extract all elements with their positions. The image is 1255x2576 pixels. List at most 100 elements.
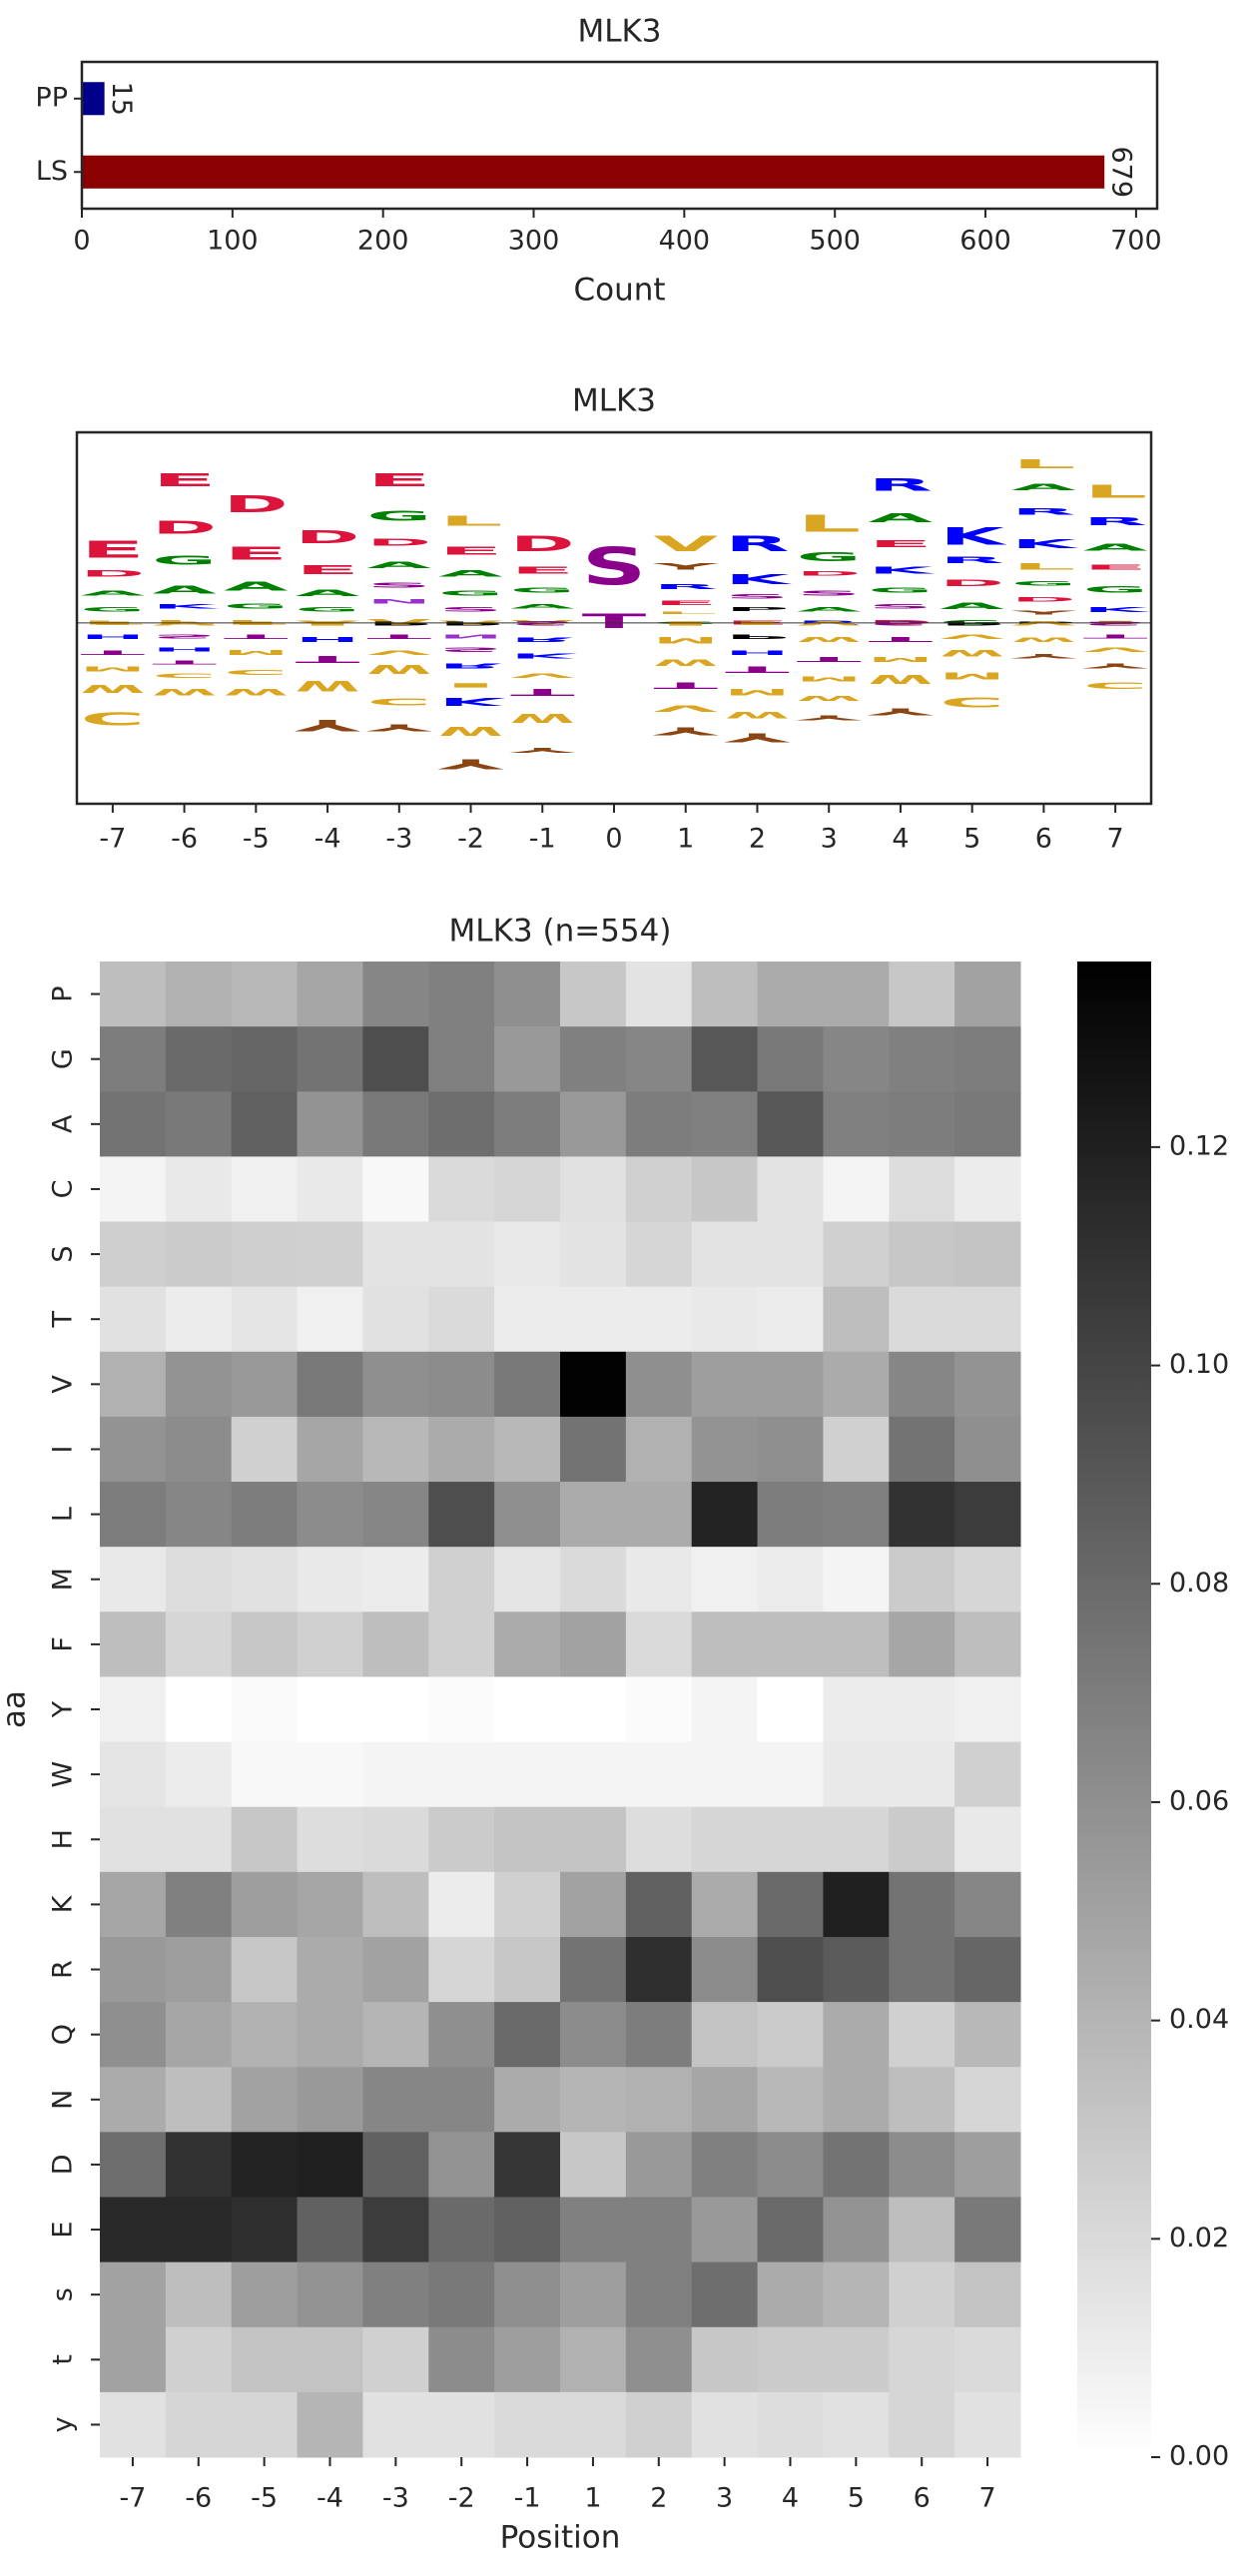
heatmap-cell [231, 1091, 299, 1157]
logo-letter: C [152, 672, 217, 679]
y-tick-label: PP [35, 82, 68, 113]
y-tick-label: A [48, 1114, 79, 1133]
heatmap-cell [165, 1221, 233, 1288]
logo-letter: M [940, 670, 1004, 681]
heatmap-cell [691, 1091, 759, 1157]
heatmap-cell [560, 2391, 627, 2458]
heatmap-cell [100, 1936, 167, 2003]
heatmap-cell [625, 1482, 693, 1548]
y-tick-label: P [48, 985, 79, 1001]
heatmap-cell [691, 1026, 759, 1092]
heatmap-cell [297, 2132, 363, 2198]
heatmap-cell [757, 2002, 824, 2068]
heatmap-cell [625, 2391, 693, 2458]
x-tick-label: -3 [382, 2483, 409, 2514]
colorbar [1077, 962, 1151, 2457]
heatmap-cell [889, 1351, 955, 1418]
heatmap-cell [757, 1286, 824, 1353]
heatmap-cell [691, 1351, 759, 1418]
x-tick-label: -6 [171, 824, 198, 855]
heatmap-cell [889, 2391, 955, 2458]
heatmap-cell [889, 1806, 955, 1873]
heatmap-cell [428, 2197, 495, 2263]
heatmap-cell [625, 2261, 693, 2328]
logo-letter: T [152, 659, 220, 665]
heatmap-cell [494, 1286, 561, 1353]
heatmap-cell [757, 1221, 824, 1288]
heatmap-cell [428, 1676, 495, 1743]
logo-letter: Y [792, 714, 864, 722]
heatmap-cell [494, 1611, 561, 1677]
heatmap-cell [560, 1221, 627, 1288]
x-tick-label: -1 [514, 2483, 541, 2514]
logo-letter: L [1083, 482, 1148, 502]
logo-letter: A [296, 588, 362, 598]
heatmap-cell [625, 1351, 693, 1418]
x-tick-label: 4 [782, 2483, 799, 2514]
heatmap-cell [889, 1416, 955, 1483]
heatmap-cell [889, 1611, 955, 1677]
heatmap-cell [100, 1221, 167, 1288]
heatmap-cell [625, 2197, 693, 2263]
heatmap-cell [231, 1221, 299, 1288]
heatmap-cell [428, 1416, 495, 1483]
heatmap-cell [823, 1156, 890, 1223]
heatmap-cell [231, 1741, 299, 1808]
heatmap-cell [494, 1026, 561, 1092]
heatmap-cell [428, 2002, 495, 2068]
heatmap-cell [560, 1936, 627, 2003]
heatmap-cell [297, 1351, 363, 1418]
logo-letter: G [510, 586, 575, 594]
heatmap-cell [625, 1936, 693, 2003]
logo-letter: E [367, 470, 432, 490]
logo-letter: K [1083, 605, 1150, 613]
x-tick-label: 200 [357, 226, 409, 257]
heatmap-cell [560, 1091, 627, 1157]
heatmap-cell [362, 1416, 429, 1483]
heatmap-cell [757, 1676, 824, 1743]
heatmap-cell [100, 2326, 167, 2393]
heatmap-cell [231, 2002, 299, 2068]
heatmap-cell [165, 2067, 233, 2133]
logo-letter: E [510, 564, 575, 575]
logo-letter: S [152, 633, 217, 639]
logo-letter: W [797, 694, 862, 702]
logo-letter: W [296, 677, 360, 694]
x-tick-label: 2 [650, 2483, 667, 2514]
heatmap-cell [362, 1351, 429, 1418]
logo-letter: E [296, 563, 360, 577]
logo-letter: Y [649, 725, 723, 738]
heatmap-cell [100, 1741, 167, 1808]
x-tick-label: -4 [316, 2483, 343, 2514]
heatmap-cell [428, 1156, 495, 1223]
heatmap-cell [560, 2326, 627, 2393]
logo-letter: W [81, 682, 146, 695]
heatmap-cell [823, 1871, 890, 1938]
y-tick-label: W [48, 1761, 79, 1788]
y-tick-label: H [48, 1829, 79, 1849]
heatmap-cell [560, 1806, 627, 1873]
logo-letter: V [653, 530, 718, 556]
heatmap-cell [757, 1547, 824, 1612]
y-tick-label: R [48, 1960, 79, 1979]
heatmap-cell [100, 1676, 167, 1743]
heatmap-cell [889, 2002, 955, 2068]
heatmap-cell [954, 2197, 1021, 2263]
heatmap-cell [494, 1091, 561, 1157]
heatmap-cell [428, 1351, 495, 1418]
heatmap-cell [494, 1676, 561, 1743]
logo-letter: T [367, 633, 435, 640]
heatmap-cell [757, 2391, 824, 2458]
heatmap-cell [100, 1026, 167, 1092]
heatmap-cell [954, 1026, 1021, 1092]
bar [82, 82, 105, 116]
x-tick-label: 3 [716, 2483, 733, 2514]
heatmap-cell [428, 1871, 495, 1938]
logo-letter: V [1083, 646, 1151, 653]
heatmap-cell [231, 1156, 299, 1223]
logo-letter: H [81, 633, 146, 640]
logo-letter: T [81, 649, 149, 656]
heatmap-cell [165, 1351, 233, 1418]
heatmap-cell [494, 962, 561, 1027]
heatmap-cell [100, 1351, 167, 1418]
